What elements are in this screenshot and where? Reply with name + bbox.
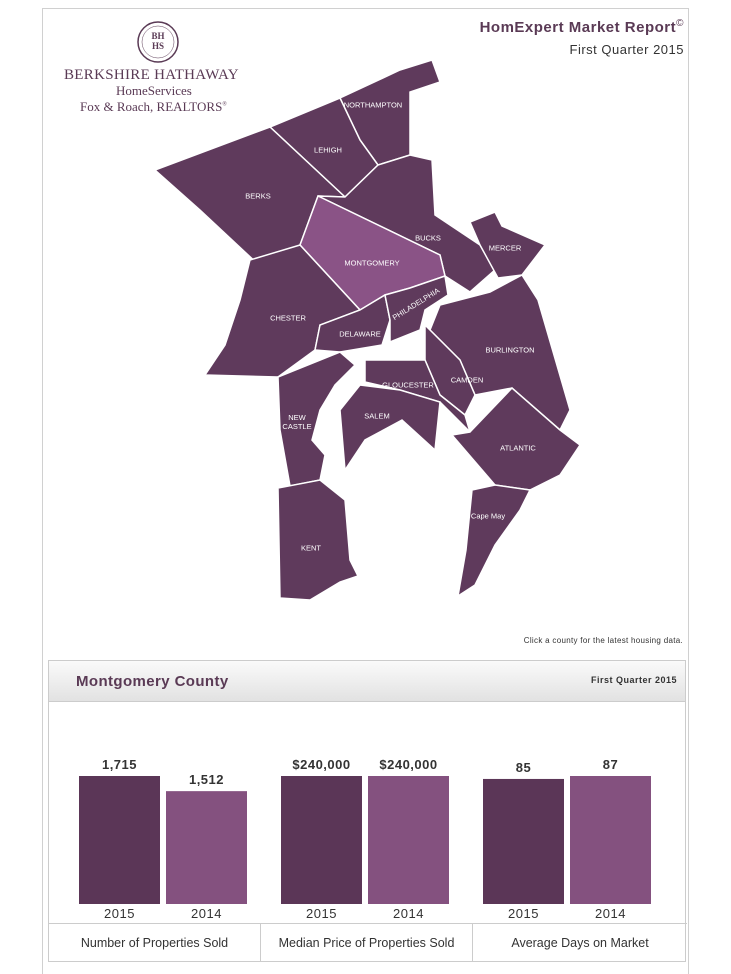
year-label: 2014 — [595, 906, 626, 921]
copyright: © — [676, 18, 684, 29]
year-label: 2015 — [104, 906, 135, 921]
value-label: 87 — [603, 757, 618, 772]
value-label: $240,000 — [379, 757, 437, 772]
year-label: 2015 — [306, 906, 337, 921]
value-label: $240,000 — [292, 757, 350, 772]
report-period: First Quarter 2015 — [569, 42, 684, 57]
value-label: 1,715 — [102, 757, 137, 772]
registered: ® — [222, 101, 227, 108]
chart-title: Number of Properties Sold — [49, 923, 261, 961]
county[interactable] — [450, 386, 582, 491]
logo-monogram: BH HS — [147, 31, 169, 51]
logo-line: HS — [151, 41, 164, 51]
county[interactable] — [456, 484, 532, 598]
county[interactable] — [384, 275, 449, 344]
panel-period: First Quarter 2015 — [590, 675, 677, 685]
bar-charts: 1,715 2015 1,512 2014 $240,000 2015 $240,000 20… — [79, 757, 651, 921]
bar — [483, 778, 564, 904]
chart-title: Average Days on Market — [473, 923, 687, 961]
frame — [42, 8, 689, 974]
bar — [281, 776, 362, 904]
county[interactable] — [277, 479, 360, 601]
year-label: 2014 — [191, 906, 222, 921]
office-text: Fox & Roach, REALTORS — [80, 99, 223, 114]
county[interactable] — [339, 384, 441, 473]
logo-ring — [137, 21, 179, 63]
value-label: 1,512 — [189, 772, 224, 787]
bar — [166, 791, 247, 904]
company-office: Fox & Roach, REALTORS® — [80, 99, 227, 115]
report-title: HomExpert Market Report© — [480, 18, 684, 36]
panel-header: Montgomery County First Quarter 2015 — [49, 661, 685, 702]
county[interactable] — [469, 211, 547, 279]
year-label: 2014 — [393, 906, 424, 921]
company-name: BERKSHIRE HATHAWAY — [64, 67, 239, 83]
county-panel: Montgomery County First Quarter 2015 1,7… — [48, 660, 687, 962]
chart-title: Median Price of Properties Sold — [261, 923, 473, 961]
bar — [368, 776, 449, 904]
value-label: 85 — [516, 760, 531, 775]
bar — [570, 776, 651, 904]
bar — [79, 776, 160, 904]
county[interactable] — [203, 244, 362, 378]
logo-line: BH — [151, 31, 165, 41]
year-label: 2015 — [508, 906, 539, 921]
map — [137, 21, 582, 601]
county-title: Montgomery County — [76, 673, 229, 690]
logo-ring-inner — [141, 25, 175, 59]
report-title-text: HomExpert Market Report — [479, 19, 677, 36]
company-sub: HomeServices — [116, 83, 192, 98]
map-hint: Click a county for the latest housing da… — [523, 636, 683, 645]
county[interactable] — [277, 351, 357, 487]
